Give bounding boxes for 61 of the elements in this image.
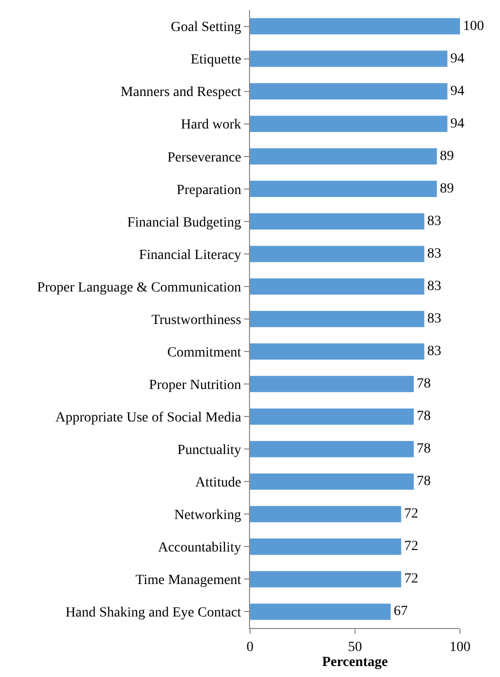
data-label: 78 <box>416 474 431 490</box>
data-label: 78 <box>416 376 431 392</box>
x-tick-label: 50 <box>348 640 362 655</box>
data-label: 83 <box>427 278 442 294</box>
y-tick-label: Etiquette <box>190 52 242 68</box>
y-tick-label: Time Management <box>136 573 242 588</box>
bar <box>250 376 414 392</box>
y-tick-label: Preparation <box>176 182 242 198</box>
y-tick-label: Perseverance <box>167 150 242 166</box>
y-tick-label: Manners and Respect <box>120 85 242 100</box>
bar <box>250 538 402 555</box>
data-label: 72 <box>404 539 418 554</box>
y-tick-label: Accountability <box>158 540 242 556</box>
x-tick-label: 100 <box>450 640 470 655</box>
bar <box>250 571 402 588</box>
bar <box>250 116 448 132</box>
y-tick-label: Punctuality <box>177 443 242 458</box>
bar <box>250 310 424 328</box>
data-label: 83 <box>427 214 442 229</box>
y-tick-label: Commitment <box>167 345 242 360</box>
y-tick-label: Hand Shaking and Eye Contact <box>65 606 242 621</box>
data-label: 83 <box>427 312 442 326</box>
bar <box>250 50 448 67</box>
x-tick-label: 0 <box>246 640 254 655</box>
bar <box>250 83 448 100</box>
data-label: 94 <box>450 116 464 132</box>
bar <box>250 278 424 295</box>
bar <box>250 440 414 458</box>
data-label: 78 <box>416 409 431 424</box>
bar <box>250 408 414 425</box>
data-label: 100 <box>463 18 484 34</box>
y-tick-label: Appropriate Use of Social Media <box>55 410 242 426</box>
data-label: 78 <box>416 442 431 457</box>
y-tick-label: Trustworthiness <box>151 312 242 328</box>
y-tick-label: Proper Language & Communication <box>37 280 242 296</box>
y-tick-label: Financial Literacy <box>138 248 242 263</box>
bar <box>250 213 424 230</box>
data-label: 89 <box>440 148 454 164</box>
y-tick-label: Networking <box>174 508 242 524</box>
data-label: 83 <box>427 246 442 262</box>
bar <box>250 246 424 262</box>
y-tick-label: Financial Budgeting <box>127 215 242 230</box>
data-label: 72 <box>404 572 418 587</box>
bar <box>250 474 414 490</box>
bar <box>250 506 402 522</box>
bar <box>250 180 437 198</box>
bar <box>250 604 391 620</box>
bar <box>250 18 460 34</box>
bar <box>250 343 424 360</box>
bar <box>250 148 437 164</box>
data-label: 72 <box>404 506 418 522</box>
data-label: 89 <box>440 181 454 196</box>
y-tick-label: Goal Setting <box>170 20 242 36</box>
y-tick-label: Hard work <box>180 118 242 133</box>
y-tick-label: Proper Nutrition <box>149 378 242 393</box>
y-tick-label: Attitude <box>195 476 242 491</box>
data-label: 94 <box>450 51 464 66</box>
x-axis-title: Percentage <box>322 655 388 670</box>
data-label: 94 <box>450 84 464 99</box>
data-label: 67 <box>394 604 408 620</box>
data-label: 83 <box>427 344 442 360</box>
